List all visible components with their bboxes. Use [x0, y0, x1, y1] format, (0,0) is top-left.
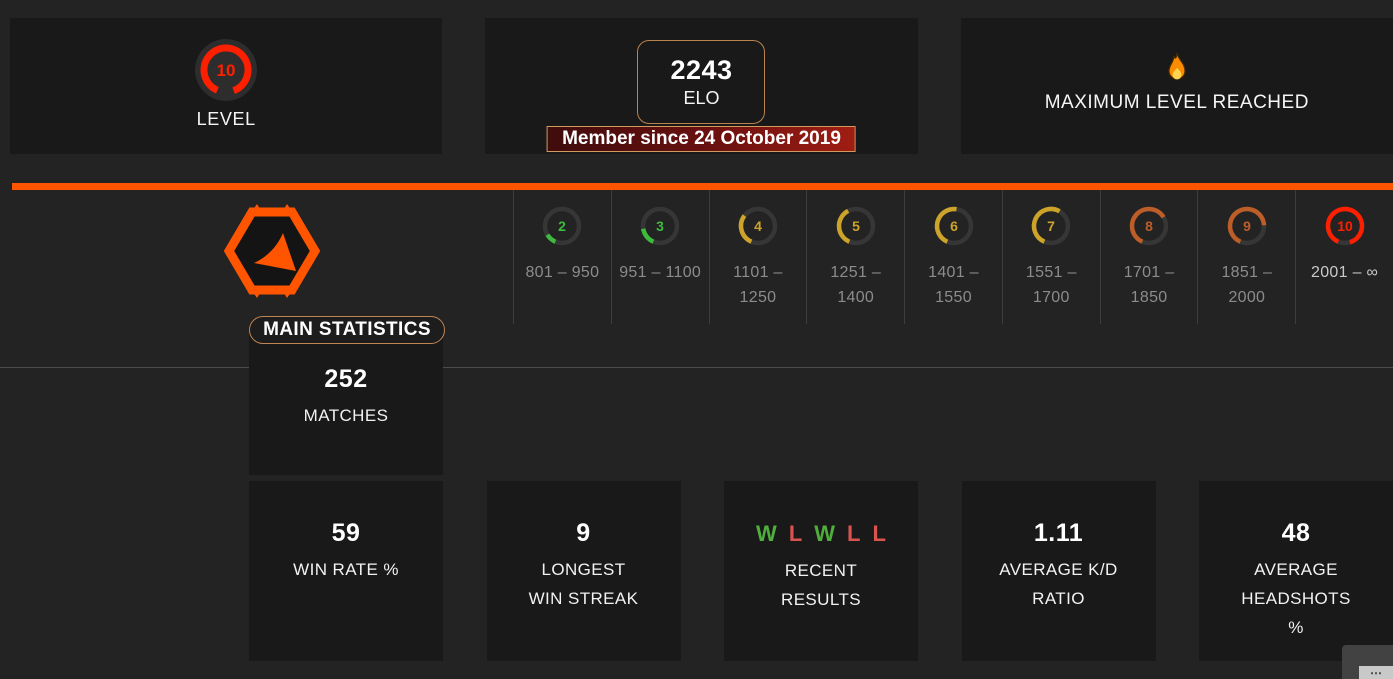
level-range: 1251 – 1400	[830, 264, 882, 306]
level-card: 10 LEVEL	[10, 18, 443, 154]
result-letter-w: W	[756, 521, 777, 546]
elo-label: ELO	[683, 88, 720, 108]
level-range: 1101 – 1250	[733, 264, 783, 306]
level-cell-9: 9 1851 – 2000	[1197, 190, 1295, 324]
level-10-badge-icon: 10	[1296, 203, 1393, 254]
member-since-banner: Member since 24 October 2019	[547, 126, 856, 152]
section-divider	[0, 367, 1393, 368]
level-cell-2: 2 801 – 950	[513, 190, 611, 324]
level-range: 2001 – ∞	[1311, 264, 1379, 281]
orange-divider	[12, 183, 1393, 190]
level-range: 1701 – 1850	[1123, 264, 1175, 306]
level-7-badge-icon: 7	[1003, 203, 1100, 254]
win-streak-label: LONGEST WIN STREAK	[528, 560, 639, 608]
svg-text:10: 10	[1337, 218, 1353, 234]
level-card-label: LEVEL	[196, 109, 256, 129]
level-4-badge-icon: 4	[710, 203, 807, 254]
win-rate-value: 59	[331, 519, 361, 547]
top-summary-row: 10 LEVEL 2243 ELO Member since 24 Octobe…	[10, 18, 1393, 154]
max-level-label: MAXIMUM LEVEL REACHED	[1044, 92, 1309, 113]
level-cell-6: 6 1401 – 1550	[904, 190, 1002, 324]
corner-widget-button[interactable]: ⋯	[1342, 645, 1393, 679]
svg-text:9: 9	[1243, 218, 1251, 234]
svg-text:4: 4	[754, 218, 762, 234]
level-cell-7: 7 1551 – 1700	[1001, 190, 1100, 324]
matches-value: 252	[324, 365, 368, 393]
level-cell-10: 10 2001 – ∞	[1295, 190, 1393, 324]
svg-text:8: 8	[1145, 218, 1153, 234]
level-8-badge-icon: 8	[1101, 203, 1198, 254]
level-range: 1401 – 1550	[928, 264, 979, 306]
elo-value: 2243	[670, 55, 733, 85]
result-letter-w: W	[814, 521, 836, 546]
level-2-badge-icon: 2	[514, 203, 611, 254]
win-streak-value: 9	[576, 519, 591, 547]
svg-text:5: 5	[852, 218, 860, 234]
level-cell-8: 8 1701 – 1850	[1099, 190, 1198, 324]
svg-text:2: 2	[558, 218, 566, 234]
level-cell-3: 3 951 – 1100	[610, 190, 709, 324]
matches-card: 252 MATCHES	[249, 329, 443, 475]
svg-text:3: 3	[656, 218, 664, 234]
matches-label: MATCHES	[303, 406, 389, 425]
flame-icon	[1164, 52, 1190, 86]
level-range: 1851 – 2000	[1221, 264, 1273, 306]
level-cell-4: 4 1101 – 1250	[708, 190, 807, 324]
elo-card: 2243 ELO Member since 24 October 2019	[485, 18, 918, 154]
level-5-badge-icon: 5	[807, 203, 904, 254]
kd-ratio-value: 1.11	[1033, 519, 1084, 547]
win-rate-card: 59 WIN RATE %	[249, 481, 443, 661]
level-cell-5: 5 1251 – 1400	[806, 190, 904, 324]
level-range: 951 – 1100	[619, 264, 702, 281]
svg-text:7: 7	[1047, 218, 1055, 234]
headshots-value: 48	[1281, 519, 1311, 547]
recent-results-label: RECENT RESULTS	[781, 561, 861, 609]
win-rate-label: WIN RATE %	[293, 560, 399, 579]
elo-box: 2243 ELO	[637, 40, 766, 124]
level-3-badge-icon: 3	[612, 203, 709, 254]
headshots-card: 48 AVERAGE HEADSHOTS %	[1199, 481, 1393, 661]
level-10-badge-icon: 10	[194, 38, 258, 102]
result-letter-l: L	[788, 521, 803, 546]
level-9-badge-icon: 9	[1198, 203, 1295, 254]
more-icon[interactable]: ⋯	[1359, 666, 1393, 679]
result-letter-l: L	[872, 521, 886, 546]
level-range: 801 – 950	[525, 264, 600, 281]
headshots-label: AVERAGE HEADSHOTS %	[1241, 560, 1351, 637]
kd-ratio-label: AVERAGE K/D RATIO	[999, 560, 1118, 608]
result-letter-l: L	[847, 521, 861, 546]
level-range: 1551 – 1700	[1025, 264, 1077, 306]
win-streak-card: 9 LONGEST WIN STREAK	[486, 481, 681, 661]
faceit-level-hexagon-icon	[222, 203, 322, 300]
level-scale-row: 2 801 – 950 3 951 – 1100 4 1101 – 1250 5 1251 –…	[513, 190, 1393, 324]
level-6-badge-icon: 6	[905, 203, 1002, 254]
kd-ratio-card: 1.11 AVERAGE K/D RATIO	[961, 481, 1156, 661]
svg-text:10: 10	[217, 61, 236, 80]
max-level-card: MAXIMUM LEVEL REACHED	[960, 18, 1393, 154]
main-statistics-title: MAIN STATISTICS	[249, 316, 445, 344]
svg-text:6: 6	[950, 218, 958, 234]
